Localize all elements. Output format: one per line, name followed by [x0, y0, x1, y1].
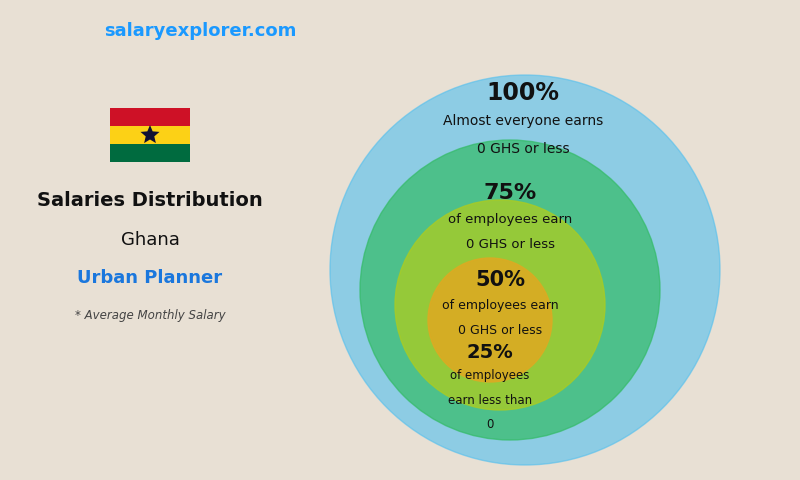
Text: 0 GHS or less: 0 GHS or less	[458, 324, 542, 336]
Text: 100%: 100%	[486, 81, 559, 105]
Circle shape	[428, 258, 552, 382]
Text: 0 GHS or less: 0 GHS or less	[477, 142, 570, 156]
Text: 75%: 75%	[483, 183, 537, 203]
Text: of employees: of employees	[450, 370, 530, 383]
Bar	[110, 108, 190, 126]
Text: Ghana: Ghana	[121, 231, 179, 249]
Circle shape	[330, 75, 720, 465]
Circle shape	[395, 200, 605, 410]
Circle shape	[360, 140, 660, 440]
Text: salaryexplorer.com: salaryexplorer.com	[104, 22, 296, 40]
Text: 0 GHS or less: 0 GHS or less	[466, 239, 554, 252]
Text: 0: 0	[486, 418, 494, 431]
Text: of employees earn: of employees earn	[442, 299, 558, 312]
Text: 25%: 25%	[466, 343, 514, 361]
Text: of employees earn: of employees earn	[448, 213, 572, 226]
Text: * Average Monthly Salary: * Average Monthly Salary	[74, 309, 226, 322]
Bar	[110, 144, 190, 162]
Text: earn less than: earn less than	[448, 394, 532, 407]
Text: Salaries Distribution: Salaries Distribution	[37, 191, 263, 209]
Text: 50%: 50%	[475, 270, 525, 290]
Text: Almost everyone earns: Almost everyone earns	[443, 114, 603, 128]
Text: Urban Planner: Urban Planner	[78, 269, 222, 287]
Polygon shape	[141, 125, 159, 143]
Bar	[110, 126, 190, 144]
